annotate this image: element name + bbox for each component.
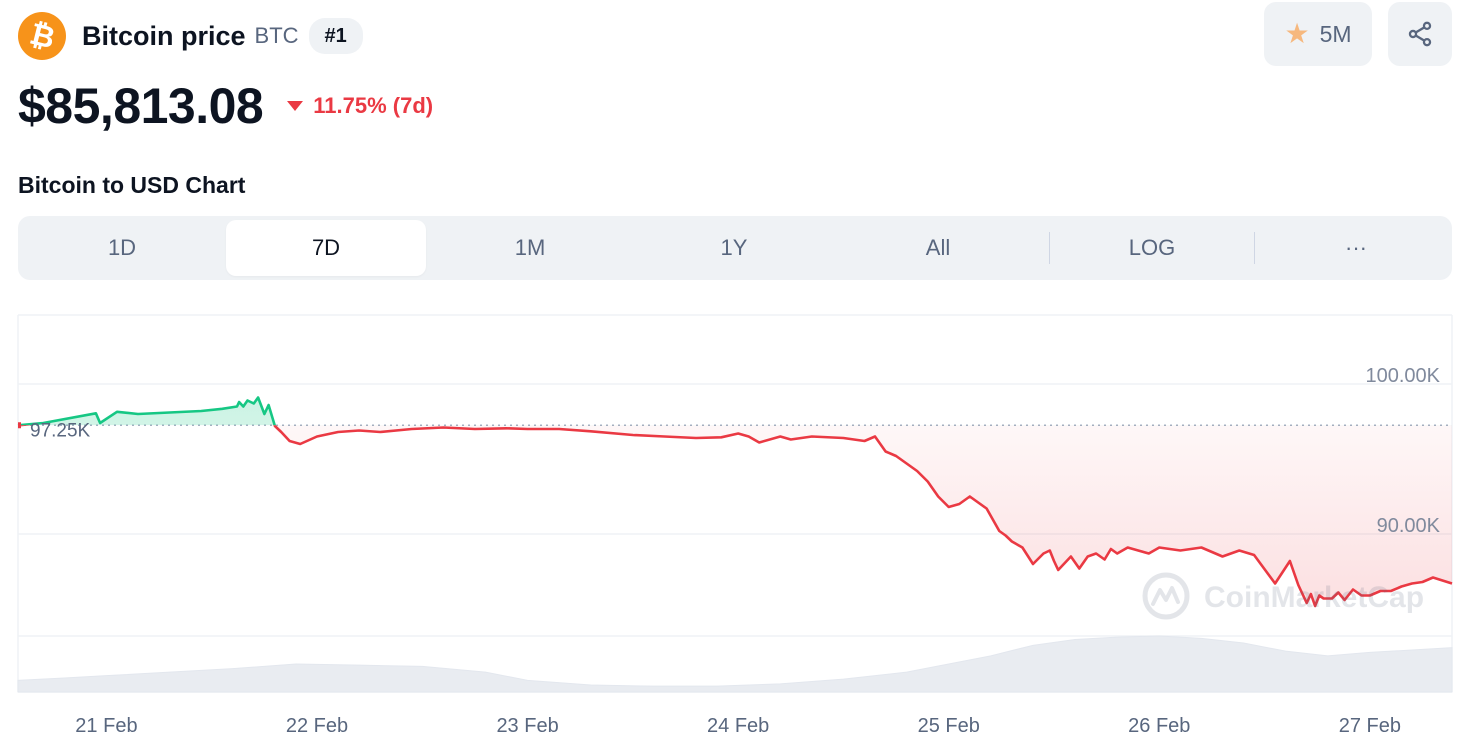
x-tick-label: 24 Feb	[707, 715, 769, 737]
tab-all[interactable]: All	[925, 235, 951, 260]
share-button[interactable]	[1388, 2, 1452, 66]
watchlist-button[interactable]: ★ 5M	[1264, 2, 1372, 66]
price-area-up	[18, 397, 1452, 426]
y-tick-label: 90.00K	[1377, 515, 1441, 537]
tab-divider	[1254, 232, 1255, 264]
x-tick-label: 23 Feb	[496, 715, 558, 737]
tab-log[interactable]: LOG	[1128, 235, 1176, 260]
price-area-down	[18, 425, 1452, 606]
bitcoin-logo-icon: ₿	[18, 12, 66, 60]
tab-1d[interactable]: 1D	[107, 235, 137, 260]
coin-name: Bitcoin price	[82, 20, 246, 51]
bitcoin-logo-glyph: ₿	[25, 16, 59, 56]
x-tick-label: 21 Feb	[75, 715, 137, 737]
share-icon	[1408, 21, 1432, 47]
coin-header: ₿ Bitcoin price BTC #1	[18, 12, 363, 60]
x-tick-label: 25 Feb	[918, 715, 980, 737]
price-chart[interactable]: CoinMarketCap 97.25K 100.00K 90.00K 21 Feb 2…	[0, 300, 1464, 742]
current-price: $85,813.08	[18, 78, 264, 134]
volume-area	[17, 635, 1453, 693]
tab-1m[interactable]: 1M	[514, 235, 546, 260]
baseline-label: 97.25K	[30, 420, 91, 441]
price-row: $85,813.08 11.75% (7d)	[18, 78, 433, 134]
x-tick-label: 27 Feb	[1339, 715, 1401, 737]
baseline-marker	[18, 422, 21, 429]
coinmarketcap-logo-mark	[1151, 586, 1180, 606]
chart-range-tabs: 1D 7D 1M 1Y All LOG ···	[18, 216, 1452, 280]
coin-symbol: BTC	[254, 23, 299, 48]
chart-title: Bitcoin to USD Chart	[18, 172, 246, 198]
coinmarketcap-logo-icon	[1142, 572, 1190, 620]
caret-down-icon	[287, 101, 304, 111]
price-line-down	[17, 425, 1453, 608]
star-icon: ★	[1284, 18, 1310, 49]
price-change-value: 11.75% (7d)	[313, 93, 434, 118]
watchlist-count: 5M	[1319, 20, 1352, 47]
price-line-up	[17, 396, 277, 426]
more-options-button[interactable]: ···	[1345, 235, 1367, 260]
tab-7d[interactable]: 7D	[226, 220, 426, 276]
tab-1y[interactable]: 1Y	[720, 235, 748, 260]
price-chart-svg[interactable]: CoinMarketCap 97.25K 100.00K 90.00K 21 Feb 2…	[0, 300, 1464, 742]
y-tick-label: 100.00K	[1365, 365, 1440, 387]
price-change: 11.75% (7d)	[287, 93, 433, 119]
rank-badge: #1	[308, 18, 363, 54]
tab-divider	[1049, 232, 1050, 264]
x-tick-label: 26 Feb	[1128, 715, 1190, 737]
x-tick-label: 22 Feb	[286, 715, 348, 737]
coinmarketcap-watermark: CoinMarketCap	[1204, 581, 1424, 614]
